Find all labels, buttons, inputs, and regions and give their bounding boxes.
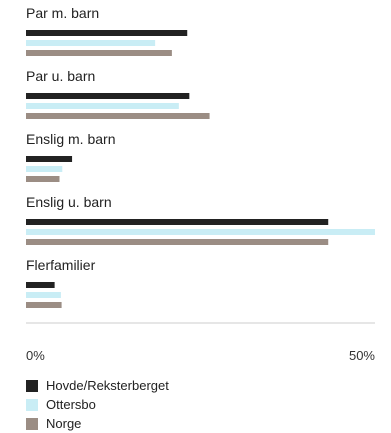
x-tick-label-50: 50% xyxy=(349,348,375,363)
bar-par-m-barn-ottersbo xyxy=(26,40,156,46)
bar-enslig-m-barn-hovde xyxy=(26,156,73,162)
legend-label-ottersbo: Ottersbo xyxy=(46,397,96,412)
bar-chart: Par m. barn Par u. barn Enslig m. barn Ensl… xyxy=(26,5,375,363)
bar-enslig-m-barn-ottersbo xyxy=(26,166,63,172)
legend-item-norge: Norge xyxy=(26,414,169,433)
legend-label-hovde: Hovde/Reksterberget xyxy=(46,378,169,393)
bar-par-u-barn-ottersbo xyxy=(26,103,179,109)
category-label-enslig-m-barn: Enslig m. barn xyxy=(26,131,115,147)
legend-item-ottersbo: Ottersbo xyxy=(26,395,169,414)
bar-flerfamilier-norge xyxy=(26,302,62,308)
legend-swatch-norge xyxy=(26,417,38,430)
category-label-par-u-barn: Par u. barn xyxy=(26,68,95,84)
bar-enslig-m-barn-norge xyxy=(26,176,60,182)
bar-flerfamilier-hovde xyxy=(26,282,55,288)
legend-label-norge: Norge xyxy=(46,416,82,431)
bars-layer: Par m. barn Par u. barn Enslig m. barn Ensl… xyxy=(26,5,375,308)
legend-item-hovde: Hovde/Reksterberget xyxy=(26,376,169,395)
legend: Hovde/Reksterberget Ottersbo Norge xyxy=(26,376,169,433)
category-label-enslig-u-barn: Enslig u. barn xyxy=(26,194,112,210)
bar-flerfamilier-ottersbo xyxy=(26,292,61,298)
category-label-par-m-barn: Par m. barn xyxy=(26,5,99,21)
legend-swatch-hovde xyxy=(26,379,38,392)
bar-par-m-barn-hovde xyxy=(26,30,188,36)
category-label-flerfamilier: Flerfamilier xyxy=(26,257,96,273)
bar-par-u-barn-norge xyxy=(26,113,210,119)
bar-enslig-u-barn-ottersbo xyxy=(26,229,375,235)
x-tick-label-0: 0% xyxy=(26,348,45,363)
legend-swatch-ottersbo xyxy=(26,398,38,411)
bar-par-u-barn-hovde xyxy=(26,93,190,99)
bar-enslig-u-barn-hovde xyxy=(26,219,329,225)
bar-enslig-u-barn-norge xyxy=(26,239,329,245)
bar-par-m-barn-norge xyxy=(26,50,172,56)
